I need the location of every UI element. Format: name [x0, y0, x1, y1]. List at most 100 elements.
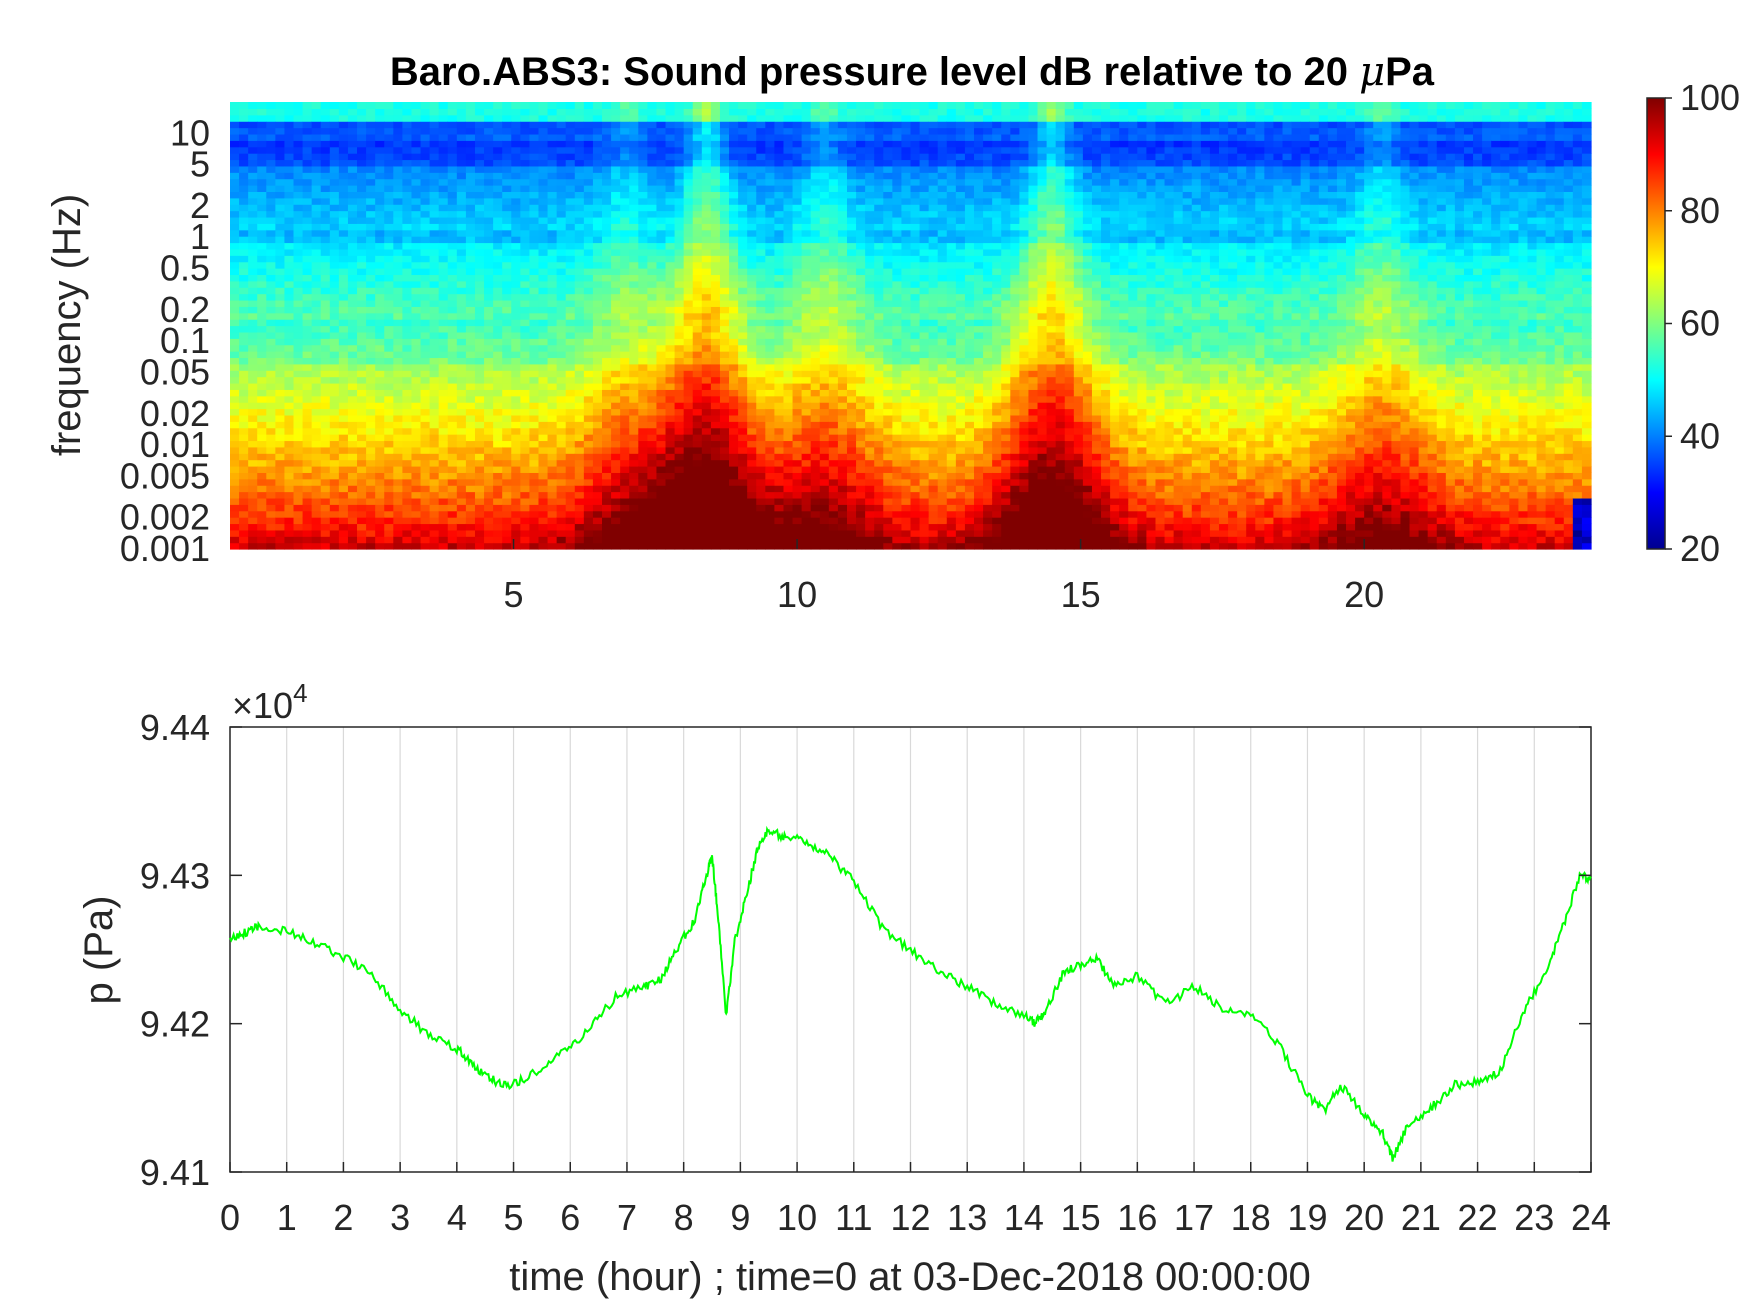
spectrogram-cell [765, 427, 775, 435]
spectrogram-cell [719, 255, 730, 263]
spectrogram-cell [583, 395, 594, 403]
spectrogram-cell [230, 191, 240, 199]
spectrogram-cell [556, 197, 567, 205]
spectrogram-cell [719, 402, 730, 410]
spectrogram-cell [402, 204, 413, 212]
spectrogram-cell [357, 478, 367, 486]
spectrogram-cell [320, 434, 331, 442]
spectrogram-cell [719, 446, 730, 454]
spectrogram-cell [320, 491, 331, 499]
spectrogram-cell [357, 159, 367, 167]
spectrogram-cell [683, 440, 694, 448]
spectrogram-cell [765, 446, 775, 454]
spectrogram-cell [257, 191, 267, 199]
spectrogram-cell [320, 172, 331, 180]
spectrogram-cell [465, 140, 476, 148]
spectrogram-cell [420, 242, 431, 250]
spectrogram-cell [756, 395, 766, 403]
spectrogram-cell [865, 165, 875, 173]
spectrogram-cell [583, 446, 594, 454]
spectrogram-cell [230, 427, 240, 435]
spectrogram-cell [429, 197, 440, 205]
spectrogram-cell [257, 517, 267, 525]
spectrogram-cell [293, 165, 304, 173]
spectrogram-cell [493, 178, 503, 186]
spectrogram-cell [729, 261, 739, 269]
spectrogram-cell [837, 242, 848, 250]
spectrogram-cell [874, 523, 884, 531]
spectrogram-cell [357, 517, 367, 525]
spectrogram-cell [429, 293, 440, 301]
spectrogram-cell [239, 389, 249, 397]
spectrogram-cell [665, 517, 676, 525]
spectrogram-cell [819, 478, 830, 486]
spectrogram-cell [248, 491, 258, 499]
spectrogram-cell [474, 172, 485, 180]
spectrogram-cell [257, 216, 267, 224]
spectrogram-cell [411, 408, 422, 416]
spectrogram-cell [474, 542, 485, 550]
spectrogram-cell [783, 472, 794, 480]
spectrogram-cell [393, 178, 403, 186]
spectrogram-cell [792, 178, 803, 186]
spectrogram-cell [592, 102, 603, 109]
spectrogram-cell [311, 517, 322, 525]
spectrogram-cell [638, 472, 648, 480]
spectrogram-cell [320, 153, 331, 161]
spectrogram-cell [248, 427, 258, 435]
spectrogram-cell [248, 133, 258, 141]
spectrogram-cell [629, 121, 639, 129]
spectrogram-cell [783, 293, 794, 301]
spectrogram-cell [484, 459, 494, 467]
spectrogram-cell [592, 338, 603, 346]
spectrogram-cell [547, 382, 558, 390]
spectrogram-cell [710, 542, 721, 550]
spectrogram-cell [329, 204, 340, 212]
spectrogram-cell [602, 434, 612, 442]
spectrogram-cell [474, 223, 485, 231]
spectrogram-cell [302, 338, 313, 346]
spectrogram-cell [611, 338, 621, 346]
spectrogram-cell [738, 504, 748, 512]
spectrogram-cell [801, 389, 812, 397]
spectrogram-cell [828, 248, 839, 256]
spectrogram-cell [293, 382, 304, 390]
spectrogram-cell [828, 268, 839, 276]
spectrogram-cell [402, 440, 413, 448]
spectrogram-cell [529, 108, 540, 116]
spectrogram-cell [529, 242, 540, 250]
spectrogram-cell [602, 236, 612, 244]
spectrogram-cell [783, 370, 794, 378]
spectrogram-cell [538, 280, 549, 288]
spectrogram-cell [484, 395, 494, 403]
spectrogram-cell [230, 306, 240, 314]
spectrogram-cell [856, 242, 866, 250]
spectrogram-cell [638, 121, 648, 129]
spectrogram-cell [429, 172, 440, 180]
spectrogram-cell [338, 421, 349, 429]
spectrogram-cell [819, 434, 830, 442]
spectrogram-cell [574, 121, 585, 129]
spectrogram-cell [502, 472, 512, 480]
spectrogram-cell [565, 185, 576, 192]
spectrogram-cell [801, 216, 812, 224]
spectrogram-cell [411, 485, 422, 493]
spectrogram-cell [311, 216, 322, 224]
spectrogram-cell [747, 261, 757, 269]
spectrogram-cell [393, 491, 403, 499]
spectrogram-cell [311, 414, 322, 422]
spectrogram-cell [511, 421, 521, 429]
spectrogram-cell [357, 376, 367, 384]
spectrogram-cell [592, 357, 603, 365]
spectrogram-cell [819, 536, 830, 544]
spectrogram-cell [393, 114, 403, 122]
spectrogram-cell [556, 146, 567, 154]
spectrogram-cell [456, 287, 467, 295]
spectrogram-cell [502, 344, 512, 352]
spectrogram-cell [819, 204, 830, 212]
spectrogram-cell [257, 536, 267, 544]
spectrogram-cell [311, 344, 322, 352]
spectrogram-cell [420, 229, 431, 237]
spectrogram-cell [393, 191, 403, 199]
spectrogram-cell [375, 465, 385, 473]
